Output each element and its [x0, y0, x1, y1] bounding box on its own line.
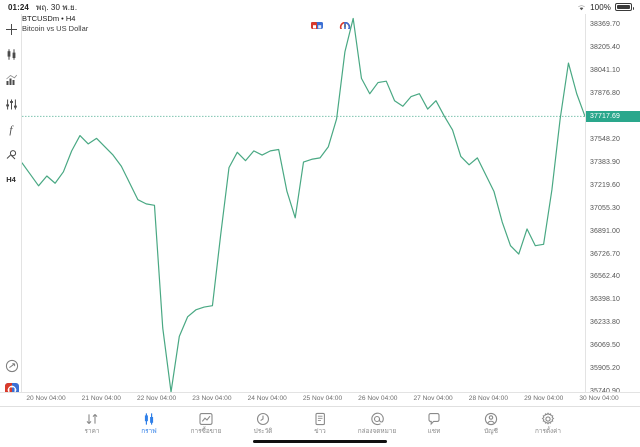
price-axis-tick: 38369.70	[590, 21, 620, 29]
time-axis-tick: 28 Nov 04:00	[468, 395, 509, 402]
nav-trade[interactable]: การซื้อขาย	[178, 411, 235, 436]
quotes-arrows-icon	[85, 411, 99, 426]
wifi-icon	[577, 4, 586, 11]
battery-percent: 100%	[590, 2, 611, 12]
nav-trade-label: การซื้อขาย	[190, 428, 222, 435]
time-axis-tick: 20 Nov 04:00	[26, 395, 66, 402]
symbol-description: Bitcoin vs US Dollar	[22, 24, 89, 33]
news-flag-badge[interactable]	[311, 19, 323, 29]
price-axis-tick: 36562.40	[590, 273, 620, 281]
sidebar-item-indicators[interactable]: f	[0, 118, 22, 140]
nav-mailbox-label: กล่องจดหมาย	[357, 428, 397, 435]
sidebar-item-chart-settings[interactable]	[0, 93, 22, 115]
at-sign-icon	[370, 411, 384, 426]
news-document-icon	[313, 411, 327, 426]
time-axis-tick: 23 Nov 04:00	[192, 395, 232, 402]
price-axis-tick: 37548.20	[590, 136, 620, 143]
time-axis-tick: 22 Nov 04:00	[136, 395, 177, 402]
nav-settings-label: การตั้งค่า	[534, 428, 562, 435]
time-axis-tick: 24 Nov 04:00	[247, 395, 287, 402]
nav-news[interactable]: ข่าว	[292, 411, 349, 436]
history-clock-icon	[256, 411, 270, 426]
nav-quotes[interactable]: ราคา	[64, 411, 121, 436]
nav-history[interactable]: ประวัติ	[235, 411, 292, 436]
time-axis-tick: 25 Nov 04:00	[302, 395, 343, 402]
bar-chart-icon	[5, 73, 18, 86]
nav-mailbox[interactable]: กล่องจดหมาย	[349, 411, 406, 436]
economic-calendar-badge[interactable]	[339, 19, 351, 29]
price-axis-tick: 35905.20	[590, 365, 620, 373]
function-f-icon: f	[5, 123, 18, 136]
battery-full-icon	[615, 3, 634, 11]
price-axis-tick: 38041.10	[590, 67, 620, 75]
candlestick-icon	[5, 48, 18, 61]
price-axis-tick: 36398.10	[590, 296, 620, 304]
svg-text:f: f	[9, 124, 14, 136]
chat-bubble-icon	[427, 411, 441, 426]
price-axis-tick: 36069.50	[590, 342, 620, 350]
candlestick-icon	[142, 411, 156, 426]
nav-charts-label: กราฟ	[141, 428, 157, 435]
header-badges	[311, 19, 351, 29]
price-axis-tick: 37383.90	[590, 158, 620, 166]
status-time: 01:24	[8, 2, 29, 12]
crosshair-icon	[5, 23, 18, 36]
nav-news-label: ข่าว	[314, 428, 326, 435]
status-bar: 01:24 พฤ. 30 พ.ย. 100%	[0, 0, 640, 14]
price-axis-tick: 38205.40	[590, 44, 620, 52]
objects-icon	[5, 148, 18, 161]
nav-history-label: ประวัติ	[253, 428, 273, 435]
clock-arrow-icon	[5, 359, 19, 373]
sidebar-item-chart-type-candles[interactable]	[0, 43, 22, 65]
status-bar-left: 01:24 พฤ. 30 พ.ย.	[8, 1, 77, 14]
status-bar-right: 100%	[577, 2, 634, 12]
price-axis-tick: 36726.70	[590, 250, 620, 258]
price-axis-tick: 37876.80	[590, 90, 620, 98]
price-axis-tick: 37055.30	[590, 204, 620, 212]
nav-settings[interactable]: การตั้งค่า	[520, 411, 577, 436]
price-axis-tick: 35740.90	[590, 388, 620, 395]
sliders-icon	[5, 98, 18, 111]
axis-corner	[0, 392, 22, 406]
price-axis-tick: 36891.00	[590, 227, 620, 235]
price-line-series	[22, 17, 585, 392]
time-axis-tick: 30 Nov 04:00	[579, 395, 619, 402]
nav-chat-label: แชท	[427, 428, 441, 435]
timeframe-label: H4	[6, 174, 16, 184]
nav-accounts[interactable]: บัญชี	[463, 411, 520, 436]
price-axis-tick: 37219.60	[590, 181, 620, 189]
nav-chat[interactable]: แชท	[406, 411, 463, 436]
home-indicator	[253, 440, 387, 443]
time-axis[interactable]: 20 Nov 04:00 21 Nov 04:00 22 Nov 04:00 23 N…	[22, 392, 640, 406]
chart-header: BTCUSDm • H4 Bitcoin vs US Dollar	[22, 14, 640, 36]
sidebar-item-crosshair-tool[interactable]	[0, 18, 22, 40]
nav-charts[interactable]: กราฟ	[121, 411, 178, 436]
time-axis-tick: 29 Nov 04:00	[524, 395, 564, 402]
gear-icon	[541, 411, 555, 426]
price-axis-tick: 36233.80	[590, 319, 620, 327]
user-circle-icon	[484, 411, 498, 426]
price-chart-plot[interactable]	[22, 14, 585, 392]
time-axis-tick: 21 Nov 04:00	[81, 395, 121, 402]
price-axis[interactable]: 38369.70 38205.40 38041.10 37876.80 37717.69…	[585, 14, 640, 395]
scroll-to-end-button[interactable]	[4, 358, 19, 373]
symbol-timeframe-label[interactable]: BTCUSDm • H4	[22, 14, 76, 23]
status-date: พฤ. 30 พ.ย.	[35, 2, 78, 12]
time-axis-tick: 26 Nov 04:00	[358, 395, 398, 402]
current-price-badge[interactable]: 37717.69	[586, 110, 640, 122]
trade-chart-icon	[199, 411, 213, 426]
price-line-chart	[22, 17, 585, 392]
sidebar-item-objects[interactable]	[0, 143, 22, 165]
nav-quotes-label: ราคา	[84, 428, 100, 435]
chart-tools-sidebar: f H4	[0, 14, 22, 394]
nav-accounts-label: บัญชี	[484, 428, 498, 435]
sidebar-item-chart-type-bars[interactable]	[0, 68, 22, 90]
time-axis-tick: 27 Nov 04:00	[413, 395, 453, 402]
sidebar-item-timeframe[interactable]: H4	[0, 168, 22, 190]
